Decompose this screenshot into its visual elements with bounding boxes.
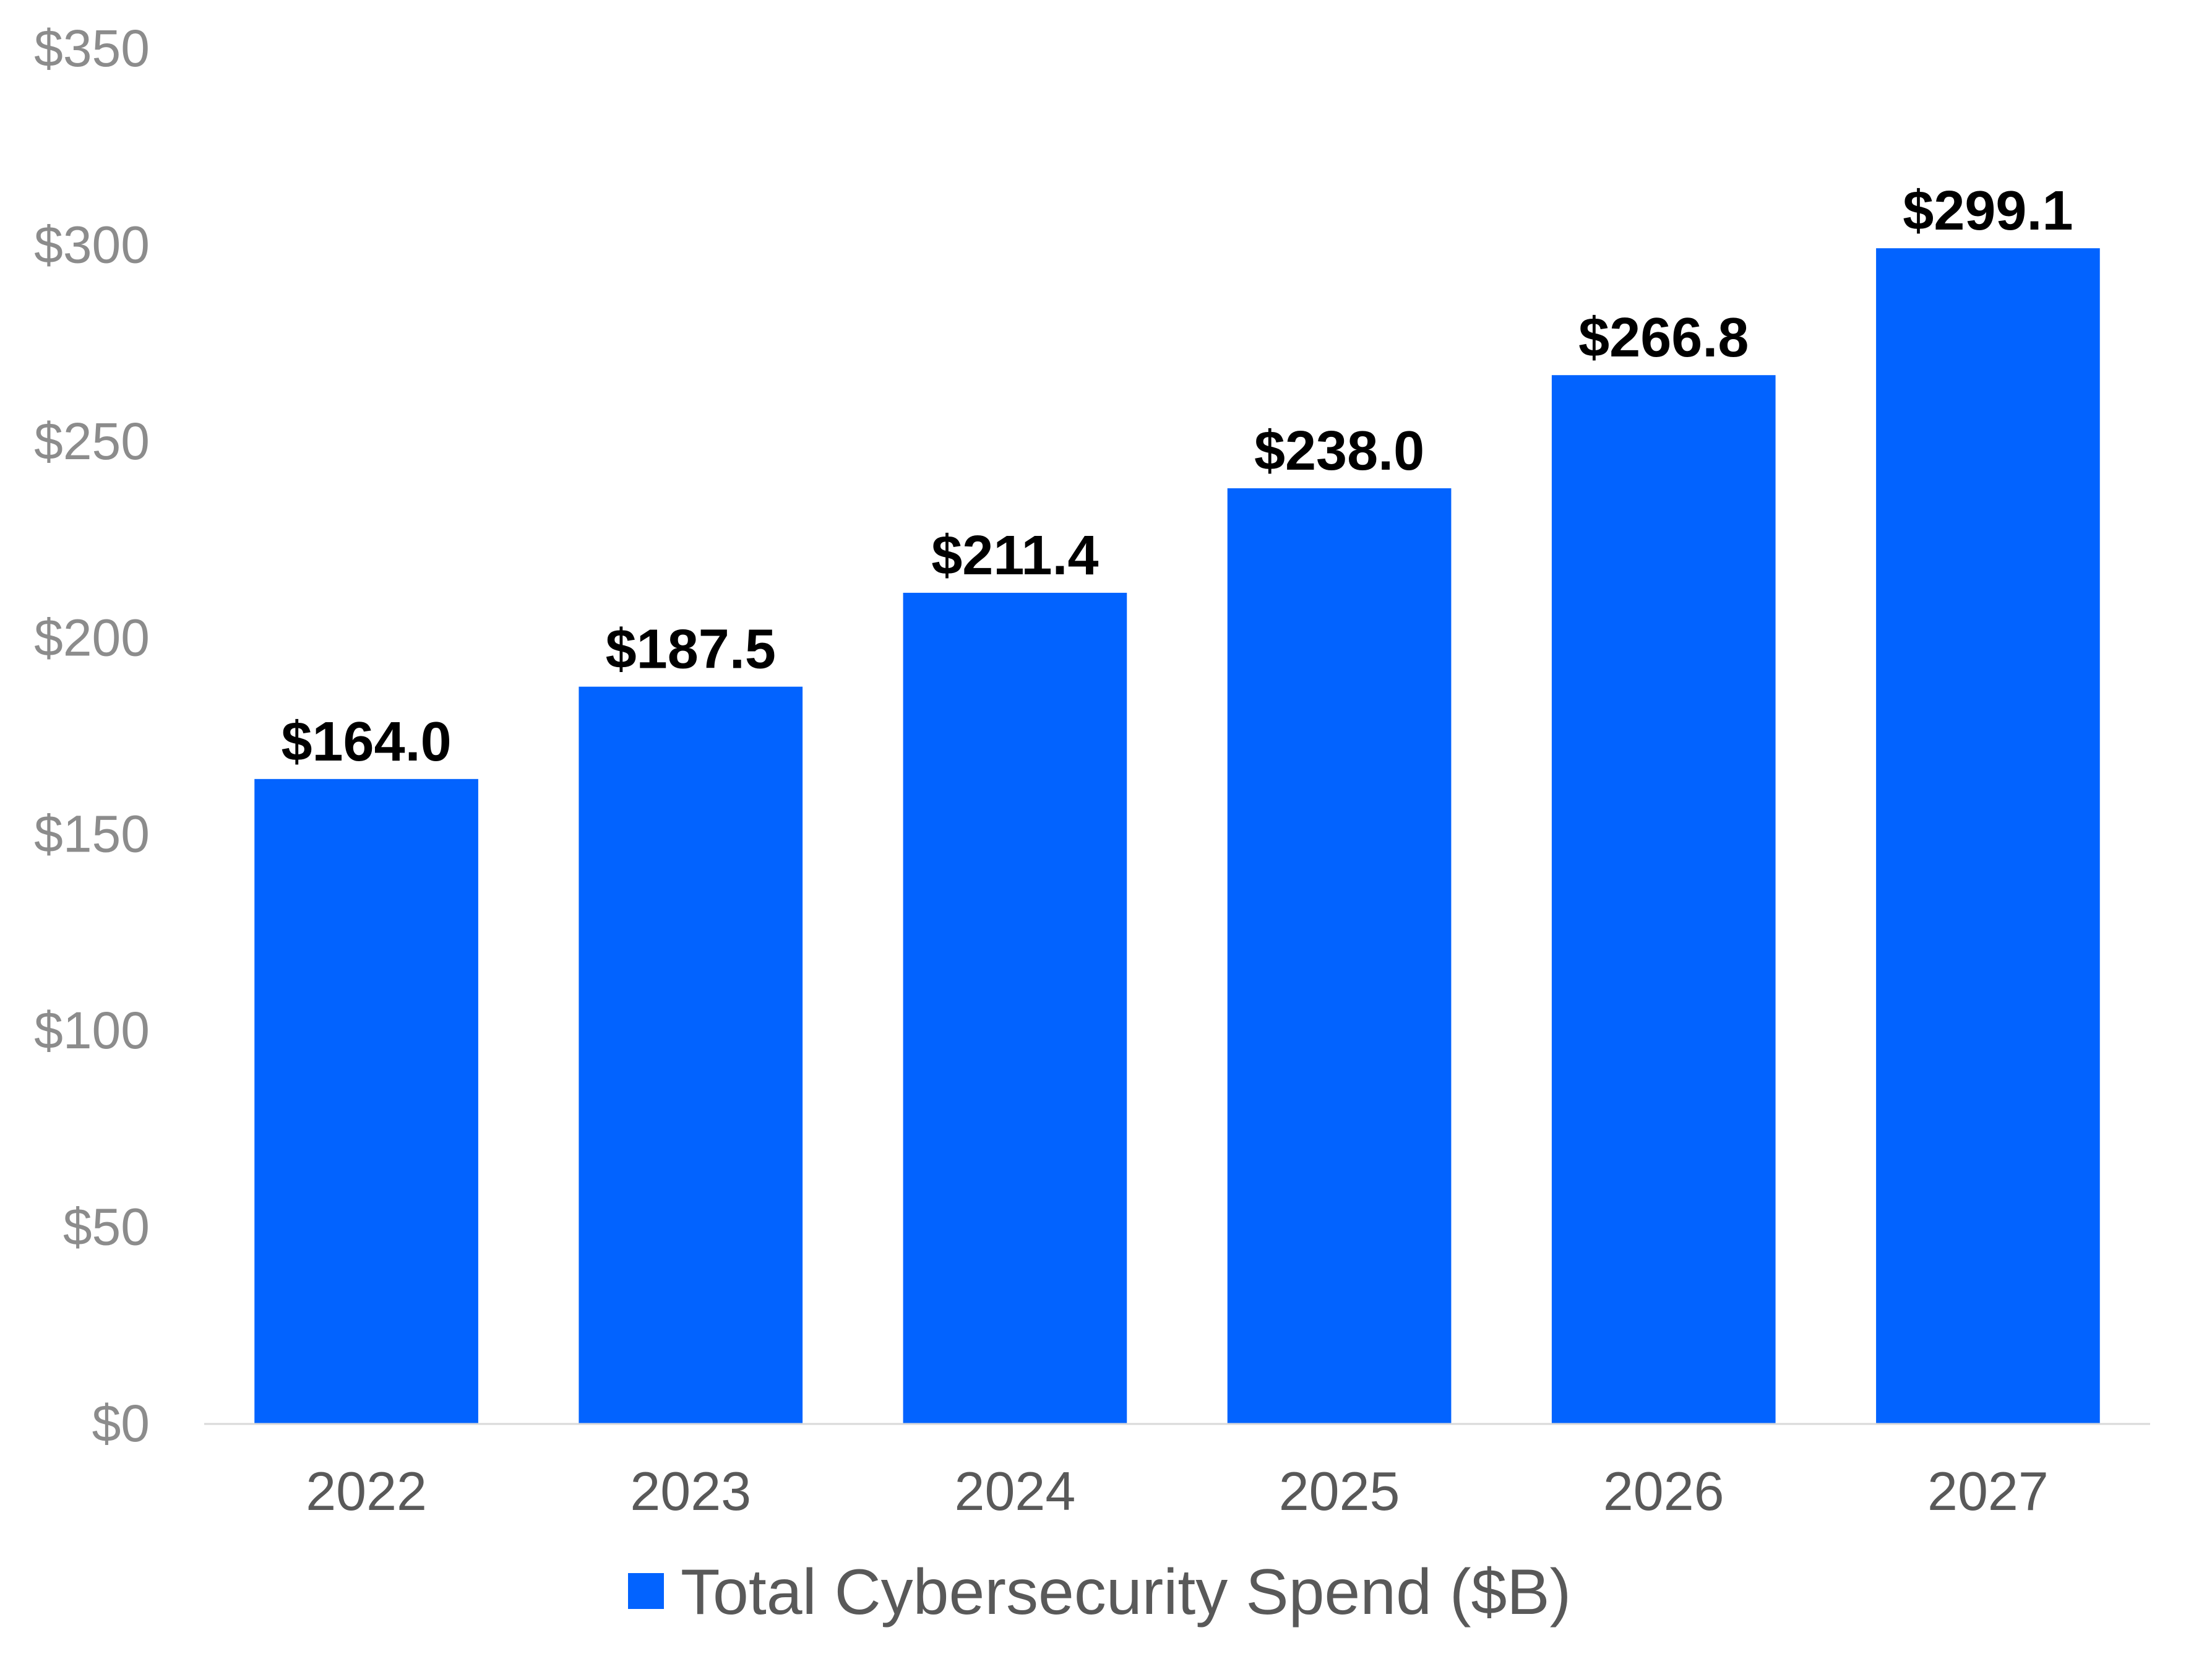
y-tick-label: $350 [34, 19, 150, 77]
bar-2024 [903, 592, 1127, 1423]
y-axis: $0 $50 $100 $150 $200 $250 $300 $350 [34, 19, 150, 1452]
y-tick-label: $0 [92, 1394, 150, 1452]
legend-swatch [628, 1573, 664, 1609]
bar-2022 [254, 778, 478, 1423]
data-label-2025: $238.0 [1254, 420, 1424, 482]
x-tick-label-2024: 2024 [955, 1460, 1076, 1522]
x-tick-label-2022: 2022 [306, 1460, 427, 1522]
y-tick-label: $150 [34, 805, 150, 863]
y-tick-label: $100 [34, 1001, 150, 1059]
data-label-2027: $299.1 [1903, 180, 2073, 242]
bar-2023 [579, 686, 803, 1423]
bars [254, 248, 2100, 1423]
bar-2027 [1876, 248, 2100, 1423]
legend-label: Total Cybersecurity Spend ($B) [681, 1556, 1571, 1628]
x-axis: 2022 2023 2024 2025 2026 2027 [306, 1460, 2049, 1522]
y-tick-label: $300 [34, 215, 150, 274]
data-label-2022: $164.0 [281, 711, 451, 773]
bar-2025 [1227, 488, 1452, 1423]
x-tick-label-2023: 2023 [630, 1460, 751, 1522]
x-tick-label-2025: 2025 [1279, 1460, 1400, 1522]
x-tick-label-2026: 2026 [1603, 1460, 1724, 1522]
data-label-2026: $266.8 [1578, 307, 1749, 369]
bar-2026 [1551, 375, 1776, 1423]
y-tick-label: $200 [34, 608, 150, 666]
data-label-2023: $187.5 [606, 619, 776, 681]
y-tick-label: $250 [34, 412, 150, 470]
data-label-2024: $211.4 [931, 525, 1098, 587]
x-tick-label-2027: 2027 [1927, 1460, 2049, 1522]
legend: Total Cybersecurity Spend ($B) [628, 1556, 1571, 1628]
y-tick-label: $50 [63, 1198, 150, 1256]
data-labels: $164.0 $187.5 $211.4 $238.0 $266.8 $299.1 [281, 180, 2073, 773]
